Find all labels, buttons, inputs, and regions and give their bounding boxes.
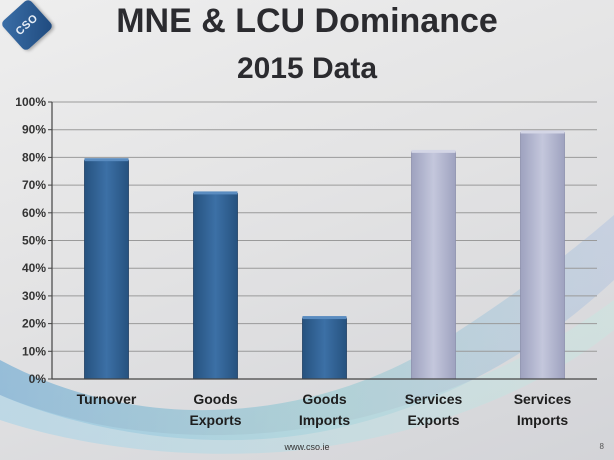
- y-tick-label: 0%: [29, 372, 47, 386]
- y-tick-label: 60%: [22, 206, 46, 220]
- bar-top: [193, 191, 238, 195]
- x-tick-label: Exports: [189, 412, 241, 428]
- y-tick-label: 30%: [22, 289, 46, 303]
- slide-subtitle: 2015 Data: [236, 52, 378, 85]
- x-tick-label: Goods: [302, 391, 347, 407]
- bar: [520, 132, 565, 380]
- y-tick-label: 70%: [22, 178, 46, 192]
- bar-top: [520, 130, 565, 134]
- y-tick-label: 50%: [22, 234, 46, 248]
- bar-top: [84, 158, 129, 162]
- slide-title: MNE & LCU Dominance: [116, 2, 498, 40]
- bar: [193, 193, 238, 380]
- background-swoosh-light: [0, 300, 614, 454]
- y-tick-label: 20%: [22, 317, 46, 331]
- y-tick-label: 10%: [22, 344, 46, 358]
- x-tick-label: Imports: [517, 412, 569, 428]
- page-number: 8: [599, 442, 604, 451]
- x-tick-label: Goods: [193, 391, 238, 407]
- bar: [84, 159, 129, 380]
- background-swoosh: [0, 215, 614, 441]
- y-tick-label: 80%: [22, 150, 46, 164]
- labels: 0% 10% 20% 30% 40% 50% 60% 70% 80% 90% 100% Turnove…: [15, 95, 571, 428]
- bar: [302, 317, 347, 380]
- y-tick-label: 40%: [22, 261, 46, 275]
- x-tick-label: Turnover: [77, 391, 137, 407]
- axes: [48, 101, 597, 380]
- bar-top: [302, 316, 347, 320]
- bars: [84, 130, 565, 380]
- footer-url: www.cso.ie: [284, 442, 330, 452]
- x-tick-label: Imports: [299, 412, 351, 428]
- x-tick-label: Services: [405, 391, 463, 407]
- y-tick-label: 90%: [22, 123, 46, 137]
- y-tick-label: 100%: [15, 95, 46, 109]
- x-tick-label: Exports: [407, 412, 459, 428]
- gridlines: [52, 101, 597, 352]
- bar: [411, 151, 456, 380]
- x-tick-label: Services: [514, 391, 572, 407]
- bar-top: [411, 149, 456, 153]
